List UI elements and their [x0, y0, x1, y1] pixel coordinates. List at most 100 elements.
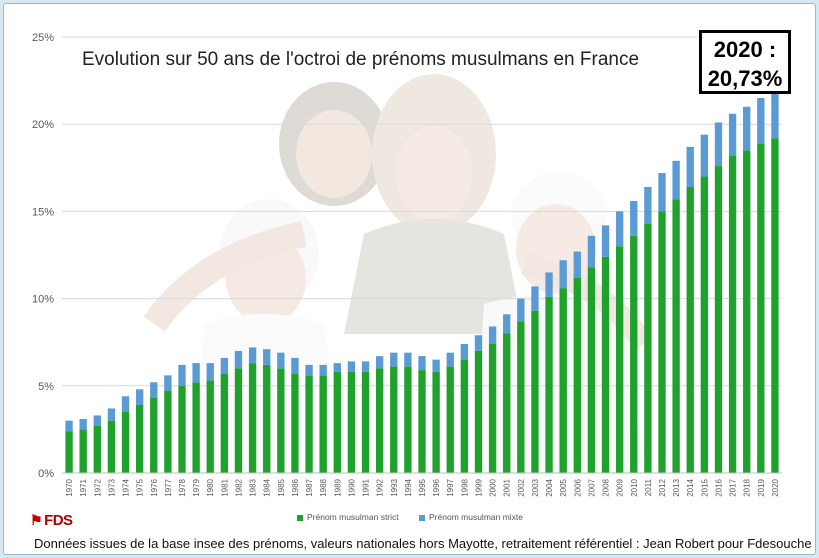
- bar-mixte: [248, 347, 257, 364]
- x-tick-label: 1990: [347, 478, 356, 496]
- bar-mixte: [460, 343, 469, 360]
- bar-strict: [545, 296, 553, 473]
- bar-strict: [771, 138, 779, 474]
- x-tick-label: 1971: [79, 478, 88, 496]
- bar-strict: [743, 150, 751, 474]
- bar-mixte: [347, 361, 356, 372]
- x-tick-label: 2017: [729, 478, 738, 496]
- x-tick-label: 1981: [220, 478, 229, 496]
- bar-strict: [587, 267, 596, 473]
- bar-strict: [559, 288, 567, 473]
- bar-strict: [531, 310, 539, 473]
- y-tick-label: 5%: [38, 381, 54, 393]
- x-tick-label: 2008: [602, 478, 611, 496]
- bar-mixte: [601, 225, 610, 257]
- bar-mixte: [714, 122, 723, 167]
- bar-strict: [150, 398, 158, 473]
- bar-mixte: [630, 200, 638, 236]
- x-tick-label: 1996: [432, 478, 441, 496]
- chart-svg: 0% 5% 10% 15% 20% 25% 1970 1971 1972 1973 1974 1975…: [32, 32, 782, 497]
- fds-logo: ⚑ FDS: [30, 512, 73, 529]
- bar-strict: [714, 166, 723, 473]
- legend-swatch-mixte: [419, 514, 426, 521]
- bar-mixte: [743, 106, 751, 151]
- bar-mixte: [474, 335, 483, 351]
- x-tick-label: 2012: [658, 478, 667, 496]
- y-tick-label: 10%: [32, 294, 54, 306]
- x-tick-label: 2018: [743, 478, 752, 496]
- bar-mixte: [135, 389, 144, 405]
- bar-mixte: [79, 418, 87, 430]
- bar-strict: [305, 375, 313, 473]
- bar-strict: [446, 366, 454, 473]
- bar-mixte: [206, 363, 214, 381]
- callout-year: 2020 :: [713, 37, 777, 62]
- bar-mixte: [559, 260, 567, 289]
- logo-text: FDS: [44, 512, 73, 529]
- chart-frame: 0% 5% 10% 15% 20% 25% 1970 1971 1972 1973 1974 1975…: [3, 3, 816, 555]
- x-tick-label: 2016: [714, 478, 723, 496]
- x-tick-label: 2000: [489, 478, 498, 496]
- x-tick-label: 1979: [192, 478, 201, 496]
- source-note: Données issues de la base insee des prén…: [34, 536, 812, 551]
- bar-mixte: [404, 352, 412, 367]
- x-tick-label: 2013: [672, 478, 681, 496]
- bar-strict: [757, 143, 765, 473]
- bar-mixte: [573, 251, 581, 278]
- bar-mixte: [615, 211, 624, 247]
- bar-strict: [601, 256, 610, 473]
- x-tick-label: 2007: [587, 478, 596, 496]
- x-tick-label: 1993: [390, 478, 399, 496]
- x-tick-label: 1999: [474, 478, 483, 496]
- bar-strict: [277, 368, 285, 473]
- bar-mixte: [178, 364, 186, 386]
- x-tick-label: 1991: [362, 478, 371, 496]
- bar-strict: [488, 343, 497, 473]
- bar-strict: [460, 359, 469, 473]
- bar-mixte: [375, 356, 384, 369]
- x-tick-label: 2004: [545, 478, 554, 496]
- x-tick-label: 1995: [418, 478, 427, 496]
- bar-mixte: [658, 173, 666, 212]
- bar-mixte: [700, 134, 709, 177]
- bar-strict: [615, 246, 624, 473]
- x-tick-label: 1980: [206, 478, 215, 496]
- bar-strict: [333, 371, 341, 473]
- x-tick-label: 2002: [517, 478, 526, 496]
- bar-mixte: [277, 352, 285, 369]
- bar-mixte: [587, 235, 596, 268]
- bar-mixte: [107, 408, 116, 421]
- bar-mixte: [291, 357, 299, 374]
- bar-mixte: [503, 314, 511, 334]
- bar-strict: [573, 277, 581, 473]
- bar-mixte: [361, 361, 370, 372]
- bar-mixte: [488, 326, 497, 344]
- bar-strict: [728, 155, 737, 474]
- legend-label-mixte: Prénom musulman mixte: [429, 512, 524, 522]
- x-tick-label: 1972: [93, 478, 102, 496]
- legend-swatch-strict: [297, 514, 303, 521]
- x-tick-label: 1985: [277, 478, 286, 496]
- bar-mixte: [771, 92, 779, 139]
- bar-strict: [79, 429, 87, 473]
- x-tick-label: 1970: [65, 478, 74, 496]
- bar-strict: [418, 370, 426, 473]
- bar-strict: [503, 333, 511, 473]
- bar-mixte: [531, 286, 539, 311]
- bar-strict: [291, 373, 299, 473]
- bar-mixte: [150, 382, 158, 399]
- x-tick-label: 1976: [150, 478, 159, 496]
- bar-mixte: [234, 350, 243, 369]
- bar-mixte: [644, 186, 652, 224]
- x-tick-label: 2001: [503, 478, 512, 496]
- bar-strict: [206, 380, 214, 473]
- x-tick-label: 2006: [573, 478, 582, 496]
- legend-label-strict: Prénom musulman strict: [307, 512, 399, 522]
- bar-strict: [630, 235, 638, 473]
- y-tick-label: 0%: [38, 468, 54, 480]
- bar-strict: [474, 350, 483, 473]
- x-tick-label: 2019: [757, 478, 766, 496]
- x-tick-label: 1997: [446, 478, 455, 496]
- bar-mixte: [686, 146, 694, 187]
- x-tick-label: 2005: [559, 478, 568, 496]
